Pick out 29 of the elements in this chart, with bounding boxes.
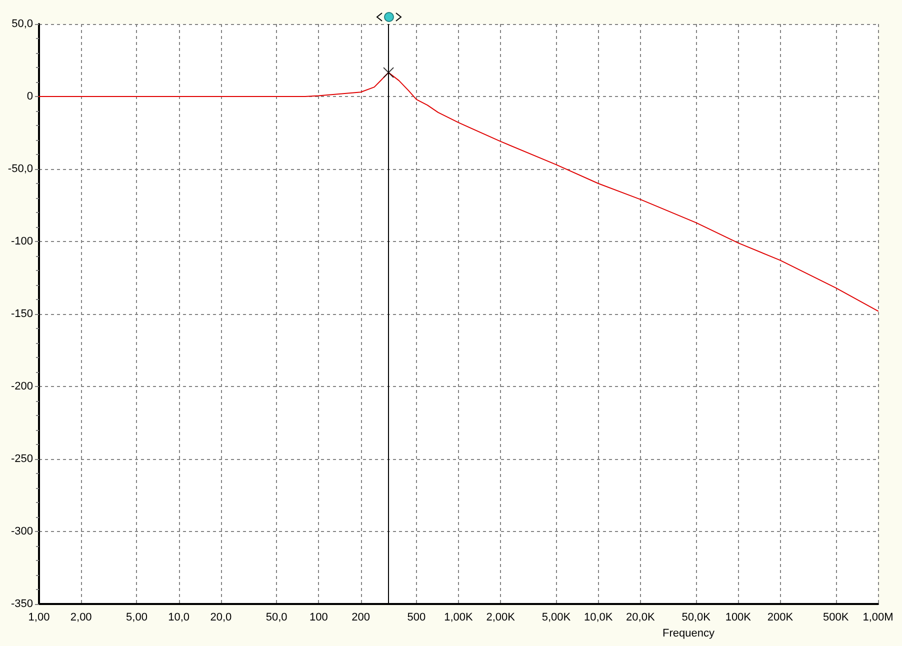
y-tick-label: -250 [10, 453, 33, 465]
x-tick-label: 2,00 [70, 612, 92, 624]
x-tick-label: 1,00K [444, 612, 474, 624]
y-tick-label: -150 [10, 308, 33, 320]
x-tick-label: 5,00 [126, 612, 148, 624]
x-tick-label: 5,00K [542, 612, 572, 624]
y-tick-label: -300 [10, 526, 33, 538]
x-tick-label: 10,0K [584, 612, 614, 624]
x-tick-label: 200K [767, 612, 794, 624]
x-tick-label: 100 [309, 612, 328, 624]
x-tick-label: 500 [407, 612, 426, 624]
x-tick-label: 50,0K [682, 612, 712, 624]
x-tick-label: 100K [725, 612, 752, 624]
x-tick-label: 500K [823, 612, 850, 624]
x-tick-label: 20,0 [210, 612, 232, 624]
x-tick-label: 20,0K [626, 612, 656, 624]
x-tick-label: 200 [352, 612, 370, 624]
x-tick-label: 2,00K [486, 612, 516, 624]
x-tick-label: 10,0 [168, 612, 190, 624]
y-tick-label: -50,0 [8, 163, 33, 175]
y-tick-label: -200 [10, 380, 33, 392]
y-tick-label: -350 [10, 598, 33, 610]
x-tick-label: 1,00 [28, 612, 50, 624]
y-tick-label: -100 [10, 236, 33, 248]
y-tick-label: 50,0 [12, 18, 33, 30]
x-axis-title: Frequency [662, 627, 715, 640]
x-tick-label: 50,0 [266, 612, 288, 624]
x-tick-label: 1,00M [862, 612, 894, 624]
y-tick-label: 0 [26, 90, 33, 102]
